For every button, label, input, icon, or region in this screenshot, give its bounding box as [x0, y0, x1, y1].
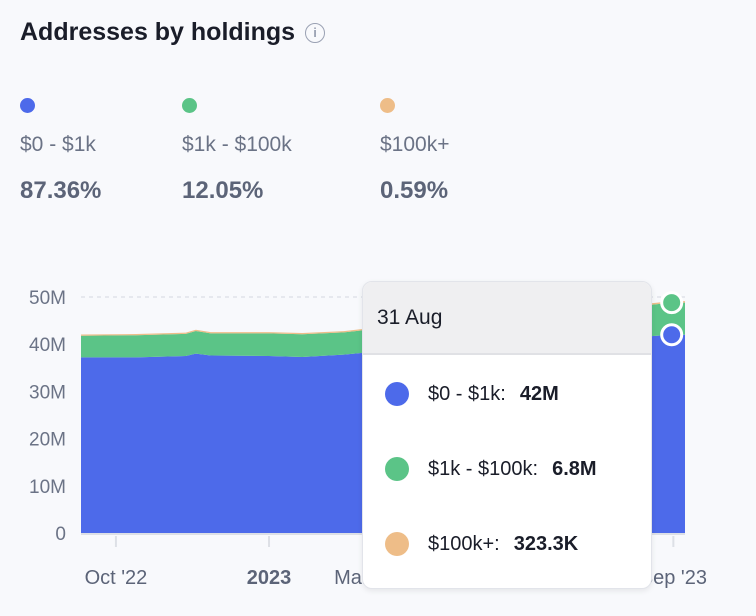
legend-label: $1k - $100k	[182, 133, 292, 156]
tooltip-value: 323.3K	[513, 532, 579, 555]
green-dot-icon	[385, 457, 409, 481]
legend-percent: 87.36%	[20, 177, 102, 204]
chart-title: Addresses by holdings i	[20, 18, 326, 47]
highlight-point-green	[660, 291, 684, 315]
tooltip-row: $100k+: 323.3K	[385, 532, 578, 556]
tooltip-row: $0 - $1k: 42M	[385, 382, 559, 406]
legend-item-1k-100k[interactable]: $1k - $100k 12.05%	[182, 98, 292, 205]
y-tick-label: 40M	[29, 335, 66, 356]
orange-dot-icon	[380, 98, 395, 113]
legend-item-100k-plus[interactable]: $100k+ 0.59%	[380, 98, 449, 205]
tooltip-row: $1k - $100k: 6.8M	[385, 457, 597, 481]
tooltip-label: $0 - $1k:	[428, 382, 506, 405]
orange-dot-icon	[385, 532, 409, 556]
legend-percent: 12.05%	[182, 177, 264, 204]
title-text: Addresses by holdings	[20, 18, 296, 46]
y-tick-label: 0	[55, 524, 66, 545]
y-tick-label: 50M	[29, 288, 66, 309]
highlight-point-blue	[660, 323, 684, 347]
x-tick-label: Sep '23	[640, 567, 707, 589]
x-tick-label: 2023	[247, 567, 292, 589]
info-icon[interactable]: i	[305, 22, 326, 43]
tooltip-label: $100k+:	[428, 532, 500, 555]
legend-label: $0 - $1k	[20, 133, 96, 156]
x-tick-label: Oct '22	[85, 567, 148, 589]
y-tick-label: 10M	[29, 477, 66, 498]
tooltip-value: 42M	[519, 382, 559, 405]
legend-item-0-1k[interactable]: $0 - $1k 87.36%	[20, 98, 101, 205]
tooltip-date: 31 Aug	[363, 282, 651, 355]
blue-dot-icon	[20, 98, 35, 113]
legend-label: $100k+	[380, 133, 450, 156]
legend-percent: 0.59%	[380, 177, 449, 204]
y-tick-label: 20M	[29, 430, 66, 451]
tooltip-label: $1k - $100k:	[428, 457, 539, 480]
green-dot-icon	[182, 98, 197, 113]
tooltip: 31 Aug $0 - $1k: 42M $1k - $100k: 6.8M $10…	[362, 281, 652, 589]
blue-dot-icon	[385, 382, 409, 406]
tooltip-value: 6.8M	[552, 457, 597, 480]
y-tick-label: 30M	[29, 382, 66, 403]
